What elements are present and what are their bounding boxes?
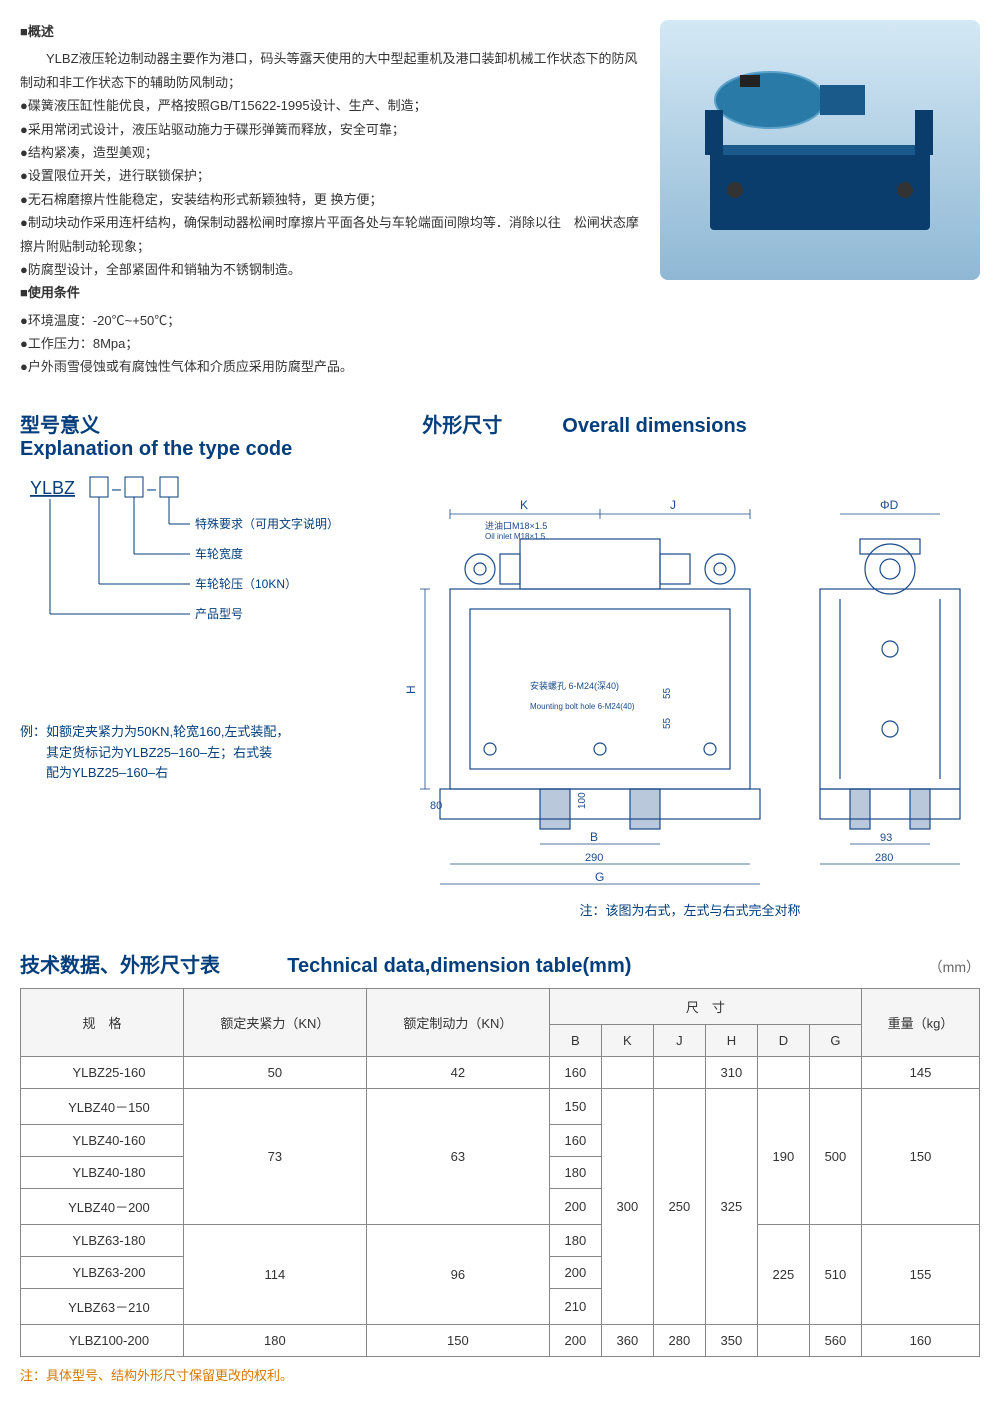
type-code-title-en: Explanation of the type code — [20, 438, 292, 460]
svg-text:B: B — [590, 830, 598, 844]
svg-text:H: H — [404, 685, 418, 694]
svg-text:93: 93 — [880, 832, 892, 844]
svg-text:Mounting bolt hole 6-M24(40): Mounting bolt hole 6-M24(40) — [530, 702, 635, 711]
dimensions-title-en: Overall dimensions — [562, 415, 747, 437]
table-row: YLBZ63-180 114 96 180 225 510 155 — [21, 1224, 980, 1256]
table-footnote: 注：具体型号、结构外形尺寸保留更改的权利。 — [20, 1365, 980, 1384]
svg-text:280: 280 — [875, 852, 893, 864]
dimensions-title-cn: 外形尺寸 — [422, 415, 502, 437]
table-row: YLBZ100-200 180 150 200 360 280 350 560 … — [21, 1324, 980, 1356]
condition-bullet: ●环境温度：-20℃~+50℃； — [20, 309, 640, 332]
product-photo — [660, 20, 980, 280]
svg-text:Oil inlet M18×1.5: Oil inlet M18×1.5 — [485, 532, 546, 541]
type-code-diagram: YLBZ – – 特殊要求（可用文字说明） 车轮宽度 车轮轮压（10KN） 产品… — [20, 469, 360, 919]
svg-text:55: 55 — [662, 687, 673, 699]
svg-text:55: 55 — [662, 717, 673, 729]
table-title-en: Technical data,dimension table(mm) — [287, 955, 631, 977]
svg-text:安装螺孔 6-M24(深40): 安装螺孔 6-M24(深40) — [530, 680, 619, 691]
svg-text:290: 290 — [585, 852, 603, 864]
svg-text:ΦD: ΦD — [880, 498, 899, 512]
svg-text:J: J — [670, 498, 676, 512]
overview-bullet: ●结构紧凑，造型美观； — [20, 141, 640, 164]
dimension-note: 注：该图为右式，左式与右式完全对称 — [390, 900, 990, 919]
svg-text:车轮宽度: 车轮宽度 — [195, 546, 243, 561]
overview-bullet: ●碟簧液压缸性能优良，严格按照GB/T15622-1995设计、生产、制造； — [20, 94, 640, 117]
svg-text:车轮轮压（10KN）: 车轮轮压（10KN） — [195, 576, 297, 591]
svg-text:产品型号: 产品型号 — [195, 607, 243, 621]
svg-text:80: 80 — [430, 800, 442, 812]
table-unit: （mm） — [929, 957, 980, 977]
svg-text:–: – — [112, 481, 121, 498]
table-row: YLBZ40－150 73 63 150 300 250 325 190 500… — [21, 1088, 980, 1124]
svg-text:YLBZ: YLBZ — [30, 478, 75, 498]
svg-text:–: – — [147, 481, 156, 498]
condition-bullet: ●工作压力：8Mpa； — [20, 332, 640, 355]
overview-title: ■概述 — [20, 20, 640, 43]
svg-text:100: 100 — [577, 792, 588, 809]
overview-intro: YLBZ液压轮边制动器主要作为港口，码头等露天使用的大中型起重机及港口装卸机械工… — [20, 47, 640, 94]
overview-bullet: ●防腐型设计，全部紧固件和销轴为不锈钢制造。 — [20, 258, 640, 281]
svg-text:G: G — [595, 870, 604, 884]
table-row: YLBZ25-160 50 42 160 310 145 — [21, 1056, 980, 1088]
condition-bullet: ●户外雨雪侵蚀或有腐蚀性气体和介质应采用防腐型产品。 — [20, 355, 640, 378]
table-title-cn: 技术数据、外形尺寸表 — [20, 955, 220, 977]
overview-text: ■概述 YLBZ液压轮边制动器主要作为港口，码头等露天使用的大中型起重机及港口装… — [20, 20, 640, 379]
data-table: 规 格 额定夹紧力（KN） 额定制动力（KN） 尺 寸 重量（kg） B K J… — [20, 988, 980, 1357]
svg-text:进油口M18×1.5: 进油口M18×1.5 — [485, 520, 547, 531]
overview-bullet: ●无石棉磨擦片性能稳定，安装结构形式新颖独特，更 换方便； — [20, 188, 640, 211]
dimensions-diagram: K J 进油口M18×1.5 Oil inlet M18×1.5 H 80 10… — [390, 469, 990, 919]
conditions-title: ■使用条件 — [20, 281, 640, 304]
type-code-title-cn: 型号意义 — [20, 415, 100, 437]
overview-bullet: ●制动块动作采用连杆结构，确保制动器松闸时摩擦片平面各处与车轮端面间隙均等．消除… — [20, 211, 640, 258]
overview-bullet: ●设置限位开关，进行联锁保护； — [20, 164, 640, 187]
overview-bullet: ●采用常闭式设计，液压站驱动施力于碟形弹簧而释放，安全可靠； — [20, 118, 640, 141]
svg-text:特殊要求（可用文字说明）: 特殊要求（可用文字说明） — [195, 516, 339, 531]
type-code-example: 例：如额定夹紧力为50KN,轮宽160,左式装配， 其定货标记为YLBZ25–1… — [20, 722, 360, 784]
svg-text:K: K — [520, 498, 528, 512]
